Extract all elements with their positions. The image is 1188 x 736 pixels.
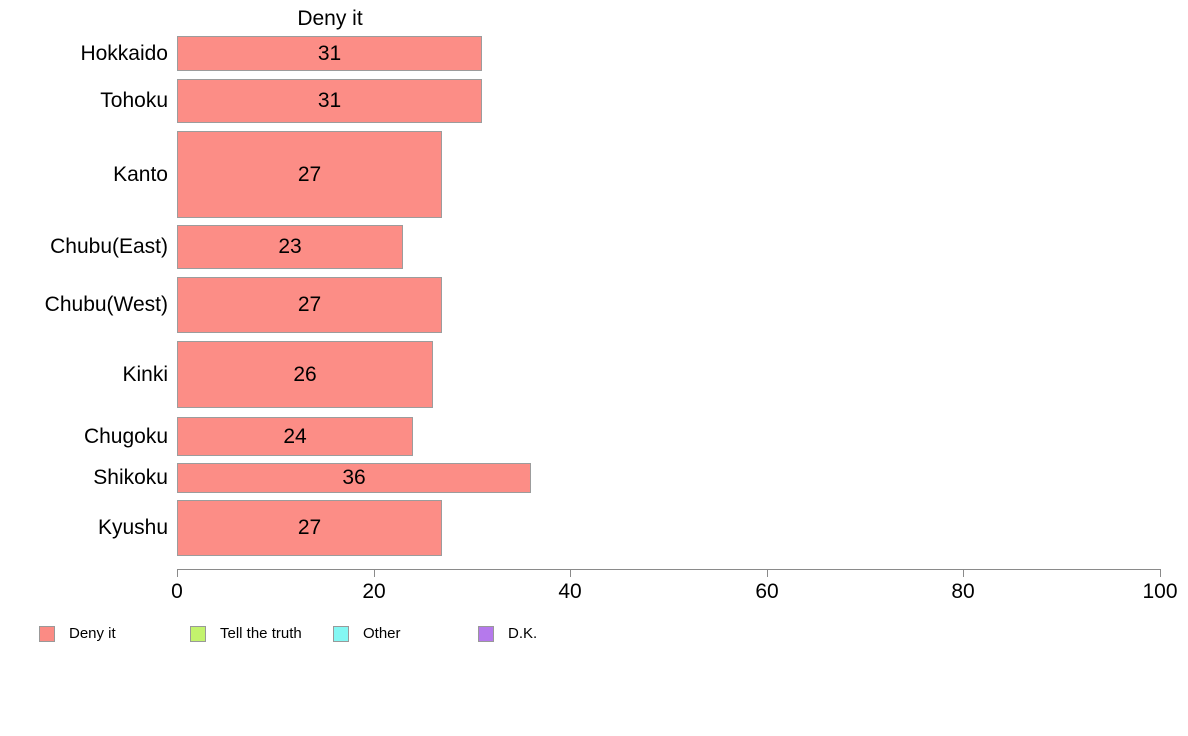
- category-label: Chugoku: [83, 424, 168, 448]
- category-label: Chubu(West): [44, 293, 168, 316]
- x-axis-tick: [963, 569, 964, 577]
- x-tick-label: 80: [951, 580, 975, 603]
- bar: [177, 500, 442, 556]
- bar: [177, 417, 413, 456]
- x-axis-tick: [177, 569, 178, 577]
- bar-value-label: 26: [293, 362, 317, 386]
- x-tick-label: 20: [362, 580, 386, 603]
- bar: [177, 341, 433, 408]
- legend-item: Other: [333, 624, 401, 644]
- bar: [177, 79, 482, 123]
- legend-swatch: [333, 626, 349, 642]
- bar: [177, 131, 442, 218]
- bar-value-label: 27: [297, 516, 322, 539]
- bar-value-label: 31: [317, 41, 342, 65]
- category-label: Kinki: [122, 362, 168, 386]
- legend-swatch: [39, 626, 55, 642]
- x-tick-label: 100: [1142, 580, 1178, 603]
- bar-value-label: 36: [342, 466, 366, 489]
- chart-title: Deny it: [297, 7, 363, 30]
- bar-value-label: 24: [283, 424, 307, 448]
- x-tick-label: 40: [558, 580, 582, 603]
- x-axis-tick: [374, 569, 375, 577]
- category-label: Hokkaido: [80, 41, 168, 65]
- x-axis-tick: [1160, 569, 1161, 577]
- legend: Deny it Tell the truth Other D.K.: [0, 624, 1188, 644]
- x-axis-tick: [767, 569, 768, 577]
- bar: [177, 36, 482, 71]
- bar-value-label: 27: [297, 293, 322, 316]
- legend-item: D.K.: [478, 624, 537, 644]
- category-label: Kanto: [113, 162, 168, 186]
- category-label: Shikoku: [93, 466, 168, 489]
- legend-label: Deny it: [69, 625, 116, 642]
- x-tick-label: 60: [755, 580, 779, 603]
- x-tick-label: 0: [171, 580, 183, 603]
- bar: [177, 463, 531, 493]
- bar-value-label: 27: [297, 162, 322, 186]
- legend-item: Tell the truth: [190, 624, 302, 644]
- bar: [177, 277, 442, 333]
- legend-item: Deny it: [39, 624, 116, 644]
- bar-value-label: 31: [317, 89, 342, 112]
- category-label: Chubu(East): [50, 235, 168, 258]
- bar-value-label: 23: [278, 235, 302, 258]
- legend-label: Other: [363, 625, 401, 642]
- bar: [177, 225, 403, 269]
- category-label: Tohoku: [100, 89, 168, 112]
- x-axis-line: [177, 569, 1160, 570]
- legend-swatch: [478, 626, 494, 642]
- legend-swatch: [190, 626, 206, 642]
- legend-label: D.K.: [508, 625, 538, 642]
- x-axis-tick: [570, 569, 571, 577]
- legend-label: Tell the truth: [220, 625, 302, 642]
- category-label: Kyushu: [97, 516, 168, 539]
